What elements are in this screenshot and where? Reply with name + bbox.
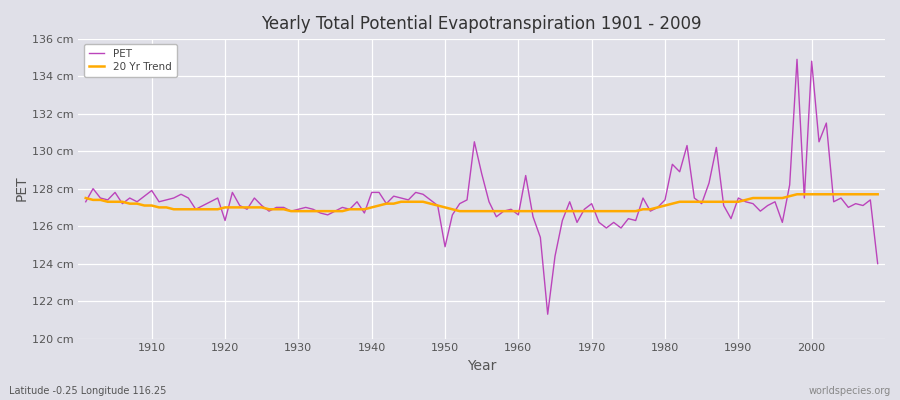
Text: worldspecies.org: worldspecies.org — [809, 386, 891, 396]
Title: Yearly Total Potential Evapotranspiration 1901 - 2009: Yearly Total Potential Evapotranspiratio… — [261, 15, 702, 33]
20 Yr Trend — [792, 192, 803, 197]
Line: PET: PET — [86, 59, 878, 314]
PET — [872, 261, 883, 266]
PET — [513, 212, 524, 217]
PET — [543, 312, 553, 317]
Y-axis label: PET: PET — [15, 176, 29, 202]
Legend: PET, 20 Yr Trend: PET, 20 Yr Trend — [84, 44, 176, 78]
20 Yr Trend — [513, 209, 524, 214]
20 Yr Trend — [308, 209, 319, 214]
PET — [139, 194, 149, 198]
PET — [301, 205, 311, 210]
PET — [792, 57, 803, 62]
20 Yr Trend — [80, 196, 91, 200]
X-axis label: Year: Year — [467, 359, 497, 373]
20 Yr Trend — [872, 192, 883, 197]
PET — [80, 199, 91, 204]
PET — [608, 220, 619, 225]
20 Yr Trend — [352, 207, 363, 212]
20 Yr Trend — [285, 209, 296, 214]
20 Yr Trend — [139, 203, 149, 208]
Line: 20 Yr Trend: 20 Yr Trend — [86, 194, 878, 211]
20 Yr Trend — [520, 209, 531, 214]
PET — [345, 207, 356, 212]
20 Yr Trend — [608, 209, 619, 214]
PET — [506, 207, 517, 212]
Text: Latitude -0.25 Longitude 116.25: Latitude -0.25 Longitude 116.25 — [9, 386, 166, 396]
